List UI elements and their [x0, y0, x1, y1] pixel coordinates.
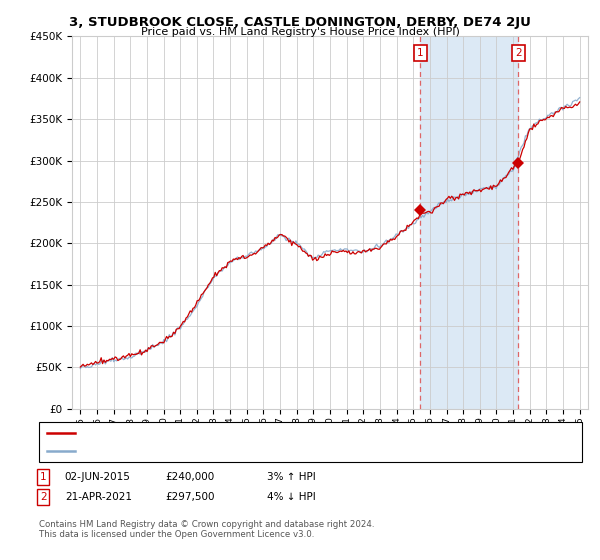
Text: Price paid vs. HM Land Registry's House Price Index (HPI): Price paid vs. HM Land Registry's House …	[140, 27, 460, 37]
Text: 3% ↑ HPI: 3% ↑ HPI	[267, 472, 316, 482]
Bar	[420, 36, 518, 409]
Text: 02-JUN-2015: 02-JUN-2015	[65, 472, 131, 482]
Text: 21-APR-2021: 21-APR-2021	[65, 492, 132, 502]
Text: 4% ↓ HPI: 4% ↓ HPI	[267, 492, 316, 502]
Text: HPI: Average price, detached house, North West Leicestershire: HPI: Average price, detached house, Nort…	[79, 446, 386, 456]
Text: 3, STUDBROOK CLOSE, CASTLE DONINGTON, DERBY, DE74 2JU (detached house): 3, STUDBROOK CLOSE, CASTLE DONINGTON, DE…	[79, 428, 476, 437]
Text: 3, STUDBROOK CLOSE, CASTLE DONINGTON, DERBY, DE74 2JU: 3, STUDBROOK CLOSE, CASTLE DONINGTON, DE…	[69, 16, 531, 29]
Text: Contains HM Land Registry data © Crown copyright and database right 2024.
This d: Contains HM Land Registry data © Crown c…	[39, 520, 374, 539]
Text: £240,000: £240,000	[165, 472, 214, 482]
Text: 2: 2	[515, 48, 521, 58]
Text: £297,500: £297,500	[165, 492, 215, 502]
Text: 1: 1	[417, 48, 424, 58]
Text: 1: 1	[40, 472, 47, 482]
Text: 2: 2	[40, 492, 47, 502]
